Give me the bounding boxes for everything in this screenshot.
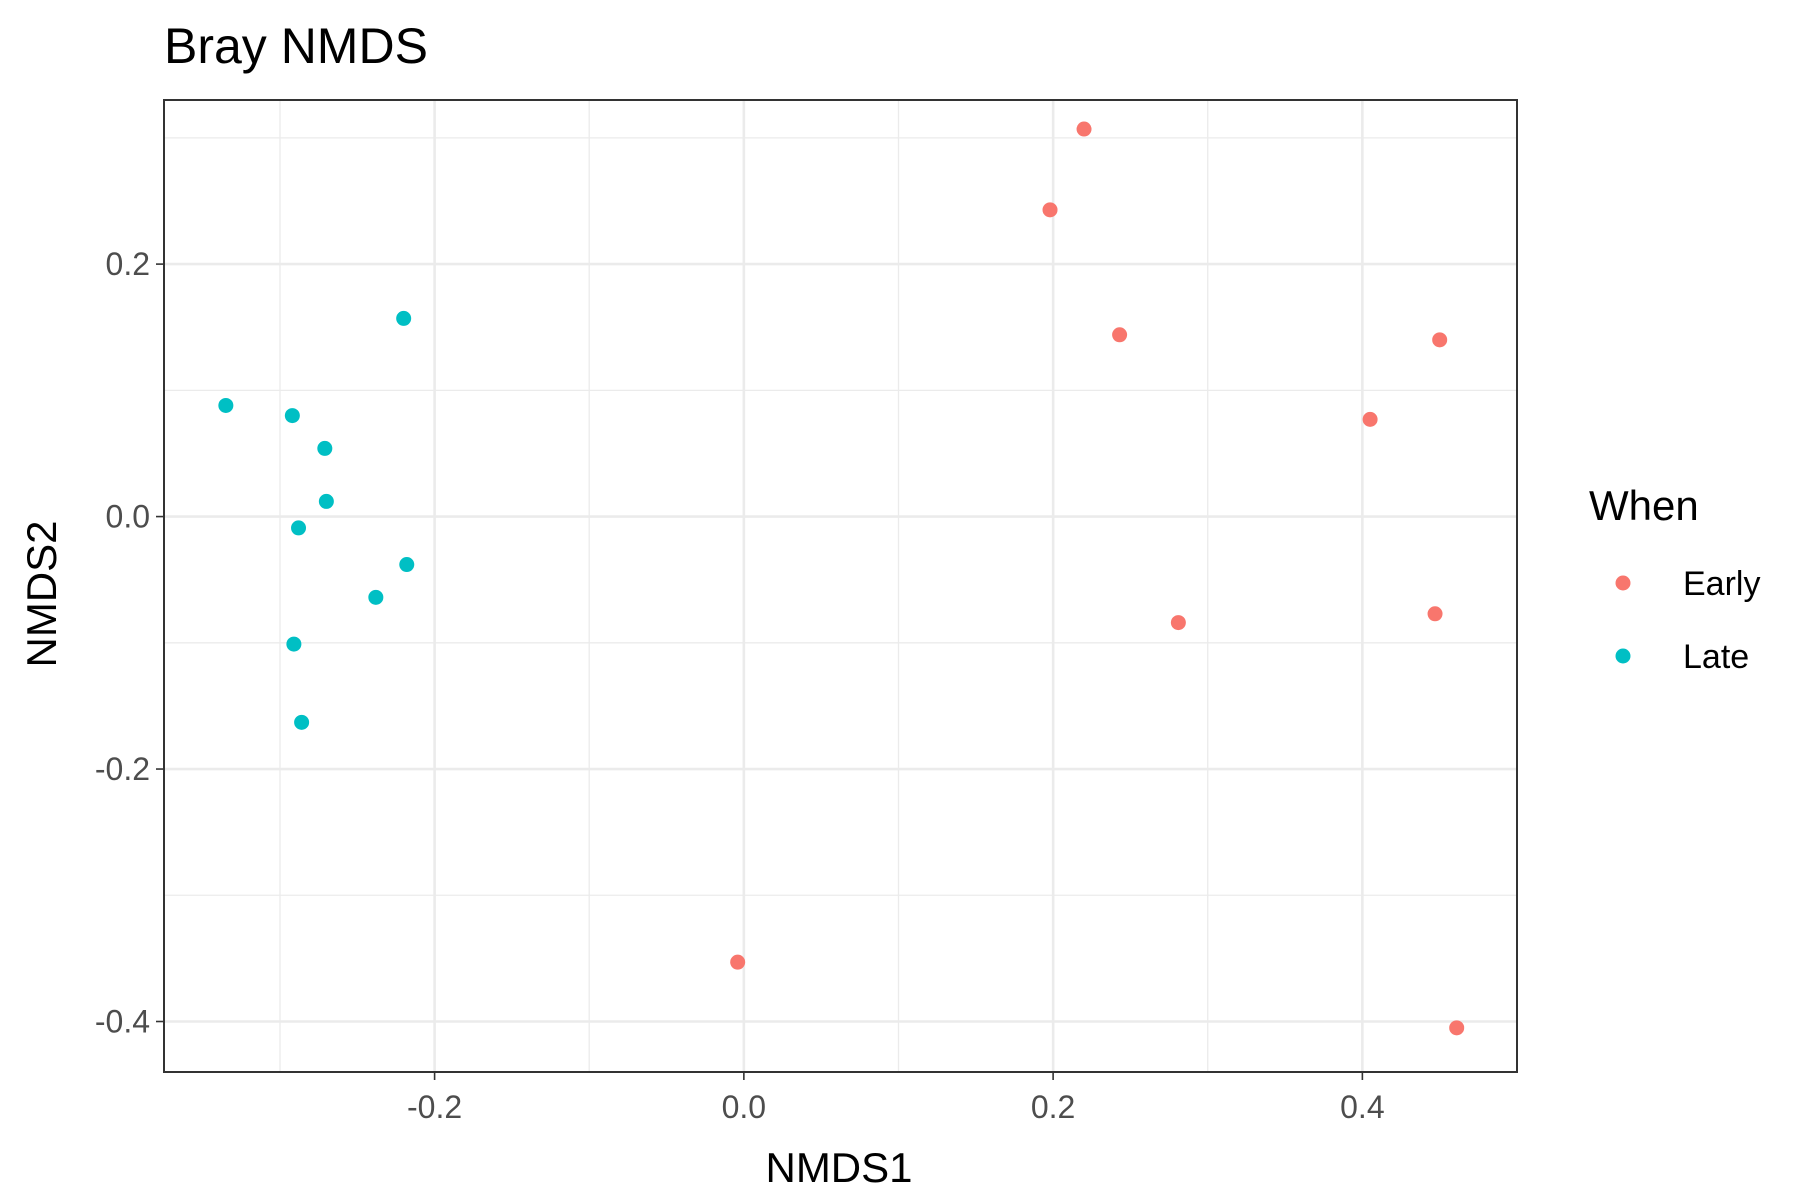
- data-point-early: [1170, 615, 1186, 631]
- data-point-late: [318, 493, 334, 509]
- data-point-late: [294, 714, 310, 730]
- y-axis-title: NMDS2: [18, 520, 65, 667]
- x-tick-label: 0.2: [1031, 1089, 1075, 1125]
- x-axis-title: NMDS1: [765, 1144, 912, 1191]
- data-point-early: [1362, 411, 1378, 427]
- data-point-late: [291, 520, 307, 536]
- panel-background: [164, 100, 1517, 1072]
- y-tick-label: -0.4: [95, 1004, 150, 1040]
- legend-key-early: [1615, 575, 1631, 591]
- legend-key-late: [1615, 648, 1631, 664]
- data-point-early: [1449, 1020, 1465, 1036]
- legend: When Early Late: [1589, 482, 1760, 676]
- legend-label-early: Early: [1683, 565, 1760, 603]
- series-early: [730, 121, 1465, 1036]
- data-point-early: [1112, 327, 1128, 343]
- chart-title: Bray NMDS: [164, 18, 428, 74]
- legend-label-late: Late: [1683, 638, 1749, 676]
- data-point-early: [730, 954, 746, 970]
- data-point-early: [1432, 332, 1448, 348]
- panel-border: [163, 99, 1518, 1073]
- y-tick-label: 0.2: [106, 246, 150, 282]
- x-tick-label: 0.0: [722, 1089, 766, 1125]
- data-point-early: [1427, 606, 1443, 622]
- legend-title: When: [1589, 482, 1699, 529]
- data-point-late: [284, 408, 300, 424]
- data-point-early: [1042, 202, 1058, 218]
- y-tick-label: -0.2: [95, 751, 150, 787]
- data-point-late: [368, 589, 384, 605]
- y-tick-label: 0.0: [106, 499, 150, 535]
- data-point-late: [218, 397, 234, 413]
- data-point-late: [317, 440, 333, 456]
- data-point-early: [1076, 121, 1092, 137]
- series-late: [218, 310, 415, 730]
- x-tick-label: -0.2: [407, 1089, 462, 1125]
- x-tick-label: 0.4: [1340, 1089, 1384, 1125]
- plot-panel: -0.2 0.0 0.2 0.4 0.2 0.0 -0.2 -0.4: [95, 99, 1518, 1125]
- data-point-late: [399, 557, 415, 573]
- data-point-late: [286, 636, 302, 652]
- data-point-late: [396, 310, 412, 326]
